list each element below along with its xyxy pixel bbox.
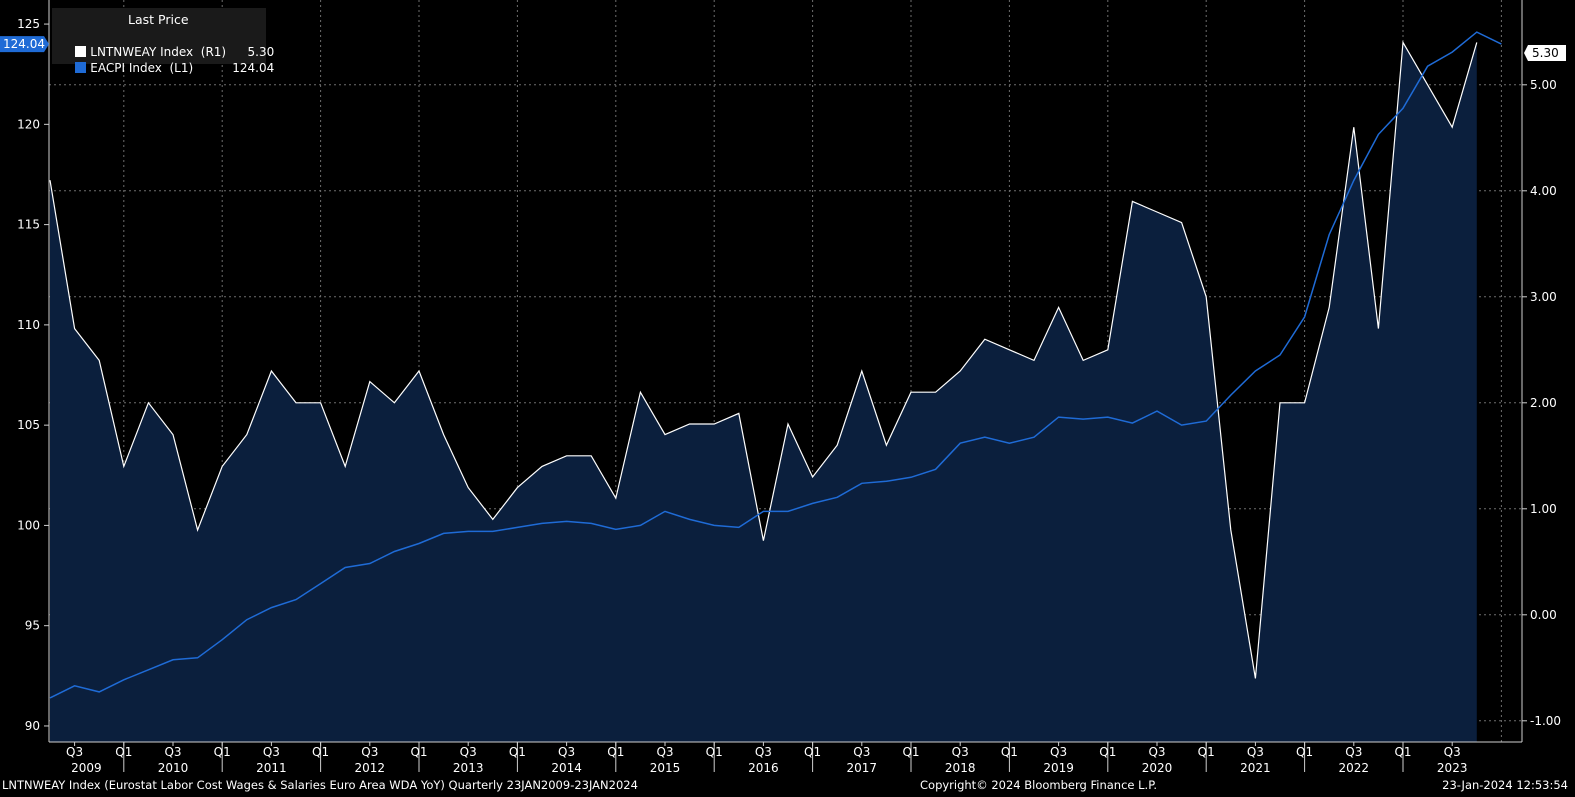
x-quarter-label: Q1 xyxy=(902,745,919,759)
left-tick-label: 100 xyxy=(17,518,40,532)
left-tick-label: 115 xyxy=(17,218,40,232)
left-tick-label: 120 xyxy=(17,117,40,131)
left-last-value-label: 124.04 xyxy=(3,37,45,51)
footer-description: LNTNWEAY Index (Eurostat Labor Cost Wage… xyxy=(2,778,638,792)
left-tick-label: 105 xyxy=(17,418,40,432)
left-tick-label: 110 xyxy=(17,318,40,332)
lntnweay-line xyxy=(49,40,1478,679)
x-quarter-label: Q1 xyxy=(115,745,132,759)
left-tick-label: 90 xyxy=(25,719,40,733)
x-quarter-label: Q3 xyxy=(1148,745,1165,759)
x-quarter-label: Q1 xyxy=(312,745,329,759)
right-tick-label: 3.00 xyxy=(1530,290,1557,304)
x-year-label: 2016 xyxy=(748,761,779,775)
x-quarter-label: Q1 xyxy=(1001,745,1018,759)
lntnweay-area-fill xyxy=(50,42,1477,742)
x-quarter-label: Q3 xyxy=(164,745,181,759)
x-quarter-label: Q3 xyxy=(361,745,378,759)
footer-copyright: Copyright© 2024 Bloomberg Finance L.P. xyxy=(920,778,1157,792)
right-tick-label: -1.00 xyxy=(1530,714,1561,728)
x-quarter-label: Q3 xyxy=(263,745,280,759)
x-year-label: 2010 xyxy=(158,761,189,775)
x-quarter-label: Q1 xyxy=(410,745,427,759)
left-last-value-badge xyxy=(0,36,49,53)
x-quarter-label: Q1 xyxy=(509,745,526,759)
x-year-label: 2013 xyxy=(453,761,484,775)
last-value-badges: 124.04 5.30 xyxy=(0,36,1566,61)
x-quarter-label: Q3 xyxy=(755,745,772,759)
tick-labels: 90 95 100 105 110 115 120 125 -1.00 0.00 1.00 2.00 3… xyxy=(17,17,1561,775)
x-quarter-label: Q1 xyxy=(214,745,231,759)
x-quarter-label: Q3 xyxy=(656,745,673,759)
x-quarter-label: Q3 xyxy=(952,745,969,759)
x-quarter-label: Q1 xyxy=(1394,745,1411,759)
axes xyxy=(44,0,1527,772)
x-quarter-label: Q1 xyxy=(1099,745,1116,759)
right-tick-label: 0.00 xyxy=(1530,608,1557,622)
legend-header: Last Price xyxy=(128,12,189,27)
x-quarter-label: Q1 xyxy=(706,745,723,759)
right-tick-label: 2.00 xyxy=(1530,396,1557,410)
x-year-label: 2022 xyxy=(1339,761,1370,775)
right-tick-label: 5.00 xyxy=(1530,78,1557,92)
x-quarter-label: Q1 xyxy=(804,745,821,759)
x-quarter-label: Q1 xyxy=(1198,745,1215,759)
right-last-value-badge xyxy=(1524,45,1566,61)
x-quarter-label: Q3 xyxy=(558,745,575,759)
x-quarter-label: Q3 xyxy=(1050,745,1067,759)
right-last-value-label: 5.30 xyxy=(1532,46,1559,60)
x-quarter-label: Q3 xyxy=(66,745,83,759)
legend-item-value: 5.30 xyxy=(247,45,275,59)
x-year-label: 2014 xyxy=(551,761,582,775)
x-year-label: 2009 xyxy=(71,761,102,775)
legend-item-lntnweay: LNTNWEAY Index (R1) 5.30 xyxy=(60,28,274,76)
x-quarter-label: Q3 xyxy=(1444,745,1461,759)
x-year-label: 2012 xyxy=(355,761,386,775)
x-quarter-label: Q1 xyxy=(607,745,624,759)
x-year-label: 2015 xyxy=(650,761,681,775)
x-quarter-label: Q3 xyxy=(853,745,870,759)
footer-timestamp: 23-Jan-2024 12:53:54 xyxy=(1442,778,1568,792)
right-tick-label: 1.00 xyxy=(1530,502,1557,516)
x-year-label: 2021 xyxy=(1240,761,1271,775)
legend-item-name: EACPI Index (L1) xyxy=(90,61,194,75)
right-tick-label: 4.00 xyxy=(1530,184,1557,198)
x-quarter-label: Q3 xyxy=(460,745,477,759)
x-year-label: 2020 xyxy=(1142,761,1173,775)
x-year-label: 2018 xyxy=(945,761,976,775)
legend-item-name: LNTNWEAY Index (R1) xyxy=(90,45,227,59)
x-quarter-label: Q1 xyxy=(1296,745,1313,759)
legend-item-value: 124.04 xyxy=(232,61,275,75)
left-tick-label: 125 xyxy=(17,17,40,31)
legend-swatch xyxy=(75,46,87,57)
eacpi-line xyxy=(49,31,1502,699)
x-quarter-label: Q3 xyxy=(1247,745,1264,759)
legend-swatch xyxy=(75,62,87,73)
x-quarter-label: Q3 xyxy=(1345,745,1362,759)
legend: Last Price LNTNWEAY Index (R1) 5.30 EACPI… xyxy=(52,8,274,75)
x-year-label: 2011 xyxy=(256,761,287,775)
x-year-label: 2017 xyxy=(847,761,878,775)
x-year-label: 2023 xyxy=(1437,761,1468,775)
left-tick-label: 95 xyxy=(25,619,40,633)
legend-item-eacpi: EACPI Index (L1) 124.04 xyxy=(60,44,274,92)
x-year-label: 2019 xyxy=(1043,761,1074,775)
